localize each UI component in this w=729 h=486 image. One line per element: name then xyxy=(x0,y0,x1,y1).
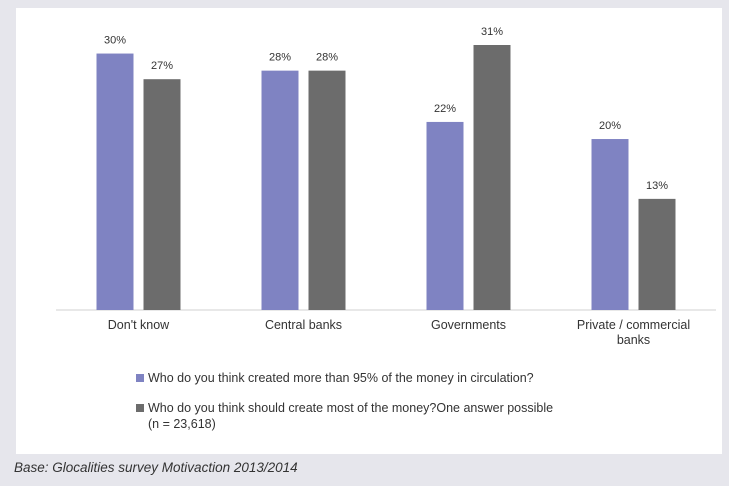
bar-should-create-1 xyxy=(308,70,346,310)
x-tick-label-0: Don't know xyxy=(108,318,170,332)
bar-created-1 xyxy=(261,70,299,310)
x-tick-label-1: Central banks xyxy=(265,318,342,332)
data-label-created-3: 20% xyxy=(599,120,621,132)
data-label-created-0: 30% xyxy=(104,35,126,47)
data-label-should-create-2: 31% xyxy=(481,26,503,38)
bar-created-2 xyxy=(426,121,464,310)
data-label-created-1: 28% xyxy=(269,52,291,64)
legend-item-created: Who do you think created more than 95% o… xyxy=(136,370,534,386)
data-label-should-create-1: 28% xyxy=(316,52,338,64)
chart-panel: 30% 27% Don't know 28% 28% Central banks 22% 31… xyxy=(16,8,722,454)
x-tick-label-3-line1: Private / commercial xyxy=(577,318,690,332)
legend-label-created: Who do you think created more than 95% o… xyxy=(148,371,534,385)
legend-swatch-should-create xyxy=(136,404,144,412)
bar-created-3 xyxy=(591,139,629,310)
bar-chart: 30% 27% Don't know 28% 28% Central banks 22% 31… xyxy=(56,26,716,347)
source-note: Base: Glocalities survey Motivaction 201… xyxy=(14,460,298,475)
legend-label-sample-size: (n = 23,618) xyxy=(148,417,216,431)
data-label-created-2: 22% xyxy=(434,103,456,115)
legend-item-should-create: Who do you think should create most of t… xyxy=(136,400,628,432)
bar-should-create-2 xyxy=(473,45,511,310)
data-label-should-create-3: 13% xyxy=(646,180,668,192)
bar-should-create-3 xyxy=(638,198,676,310)
data-label-should-create-0: 27% xyxy=(151,60,173,72)
x-tick-label-3-line2: banks xyxy=(617,333,650,347)
bar-should-create-0 xyxy=(143,79,181,311)
x-tick-label-2: Governments xyxy=(431,318,506,332)
bar-created-0 xyxy=(96,53,134,310)
legend-label-should-create-line1: Who do you think should create most of t… xyxy=(148,401,554,415)
legend-label-should-create: Who do you think should create most of t… xyxy=(148,400,628,432)
legend-swatch-created xyxy=(136,374,144,382)
